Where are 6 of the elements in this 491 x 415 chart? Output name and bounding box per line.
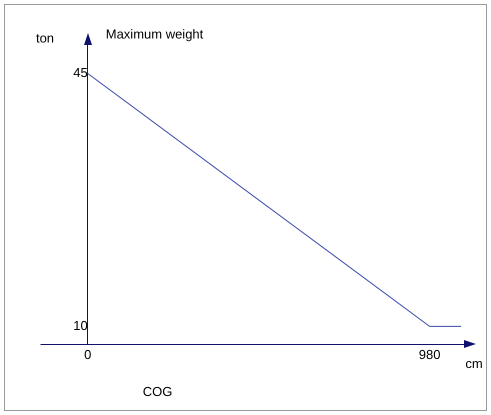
- x-axis-title: COG: [142, 384, 172, 399]
- x-tick-label: 0: [84, 346, 92, 362]
- chart-title: Maximum weight: [106, 26, 204, 42]
- text: cm: [465, 356, 483, 371]
- y-axis-title: ton: [36, 30, 54, 46]
- x-tick-label: 980: [418, 346, 440, 362]
